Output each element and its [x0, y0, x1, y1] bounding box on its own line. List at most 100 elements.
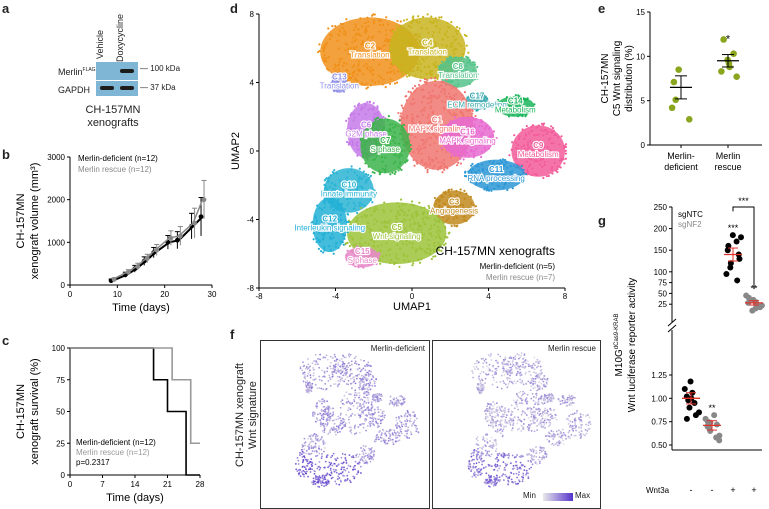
cell-point	[453, 214, 456, 218]
cluster-id-label: C8	[453, 62, 464, 71]
cell-point	[329, 407, 332, 410]
cell-point	[320, 379, 323, 382]
cell-point	[393, 82, 397, 85]
cell-point	[546, 130, 549, 133]
cell-point	[362, 453, 365, 456]
cell-point	[355, 251, 359, 254]
cell-point	[335, 483, 338, 485]
cell-point	[402, 51, 405, 55]
cell-point	[401, 396, 404, 398]
cell-point	[536, 420, 539, 422]
cell-point	[353, 224, 356, 227]
cell-point	[353, 171, 356, 174]
cell-point	[314, 476, 317, 479]
cell-point	[468, 154, 471, 158]
cell-point	[373, 158, 377, 161]
cell-point	[494, 423, 497, 425]
cell-point	[515, 166, 518, 169]
cell-point	[302, 444, 305, 447]
cell-point	[359, 423, 361, 426]
cell-point	[329, 378, 332, 381]
cell-point	[396, 150, 399, 153]
cell-point	[371, 384, 374, 387]
cell-point	[389, 129, 392, 132]
cell-point	[459, 191, 462, 195]
cell-point	[343, 362, 346, 365]
cell-point	[322, 416, 325, 419]
cell-point	[385, 254, 388, 257]
cell-point	[535, 402, 538, 404]
cell-point	[374, 411, 376, 414]
cell-point	[379, 419, 382, 422]
cell-point	[484, 449, 487, 452]
cell-point	[324, 187, 327, 190]
cell-point	[544, 407, 547, 410]
cell-point	[569, 420, 572, 423]
cell-point	[483, 98, 486, 101]
cell-point	[325, 177, 328, 180]
cell-point	[352, 71, 356, 75]
cell-point	[328, 431, 331, 434]
cell-point	[435, 136, 438, 140]
data-point	[192, 220, 197, 226]
cell-point	[486, 416, 489, 418]
cell-point	[572, 402, 575, 404]
cell-point	[409, 50, 412, 53]
cell-point	[342, 90, 346, 93]
cell-point	[488, 142, 491, 145]
cell-point	[349, 465, 352, 468]
cell-point	[552, 417, 554, 420]
cell-point	[340, 57, 343, 60]
cell-point	[538, 410, 541, 413]
cell-point	[407, 62, 411, 66]
cell-point	[525, 397, 528, 399]
cell-point	[356, 144, 359, 148]
cell-point	[435, 157, 438, 160]
cell-point	[310, 458, 313, 461]
cell-point	[357, 177, 361, 180]
cell-point	[535, 360, 537, 363]
cell-point	[529, 139, 532, 142]
cell-point	[531, 111, 535, 114]
cell-point	[460, 150, 463, 154]
cell-point	[388, 253, 391, 256]
cell-point	[483, 187, 487, 190]
cell-point	[537, 150, 540, 153]
cell-point	[359, 377, 361, 380]
data-point	[733, 73, 740, 81]
cell-point	[396, 49, 399, 52]
cell-point	[394, 124, 397, 127]
cell-point	[341, 377, 343, 380]
cell-point	[384, 132, 387, 135]
cell-point	[437, 161, 440, 164]
cell-point	[402, 42, 406, 45]
cell-point	[345, 77, 348, 80]
cell-point	[329, 415, 332, 418]
cell-point	[437, 233, 440, 236]
cell-point	[352, 74, 355, 77]
cell-point	[542, 402, 544, 405]
cell-point	[521, 114, 524, 118]
cell-point	[357, 413, 360, 416]
cell-point	[381, 437, 383, 439]
cell-point	[427, 217, 430, 220]
cell-point	[439, 164, 443, 168]
cell-point	[462, 127, 465, 130]
cell-point	[303, 442, 306, 445]
cell-point	[346, 249, 349, 252]
cell-point	[408, 124, 412, 128]
cell-point	[424, 146, 427, 149]
cluster-c13	[330, 72, 349, 93]
cell-point	[562, 402, 564, 405]
cell-point	[437, 85, 441, 89]
cell-point	[395, 24, 398, 27]
cell-point	[572, 429, 575, 432]
cell-point	[469, 168, 472, 172]
cell-point	[520, 430, 523, 432]
cell-point	[495, 443, 498, 445]
cell-point	[498, 179, 501, 182]
cell-point	[323, 197, 326, 200]
cell-point	[542, 426, 545, 429]
cell-point	[526, 408, 528, 411]
cell-point	[358, 242, 361, 245]
